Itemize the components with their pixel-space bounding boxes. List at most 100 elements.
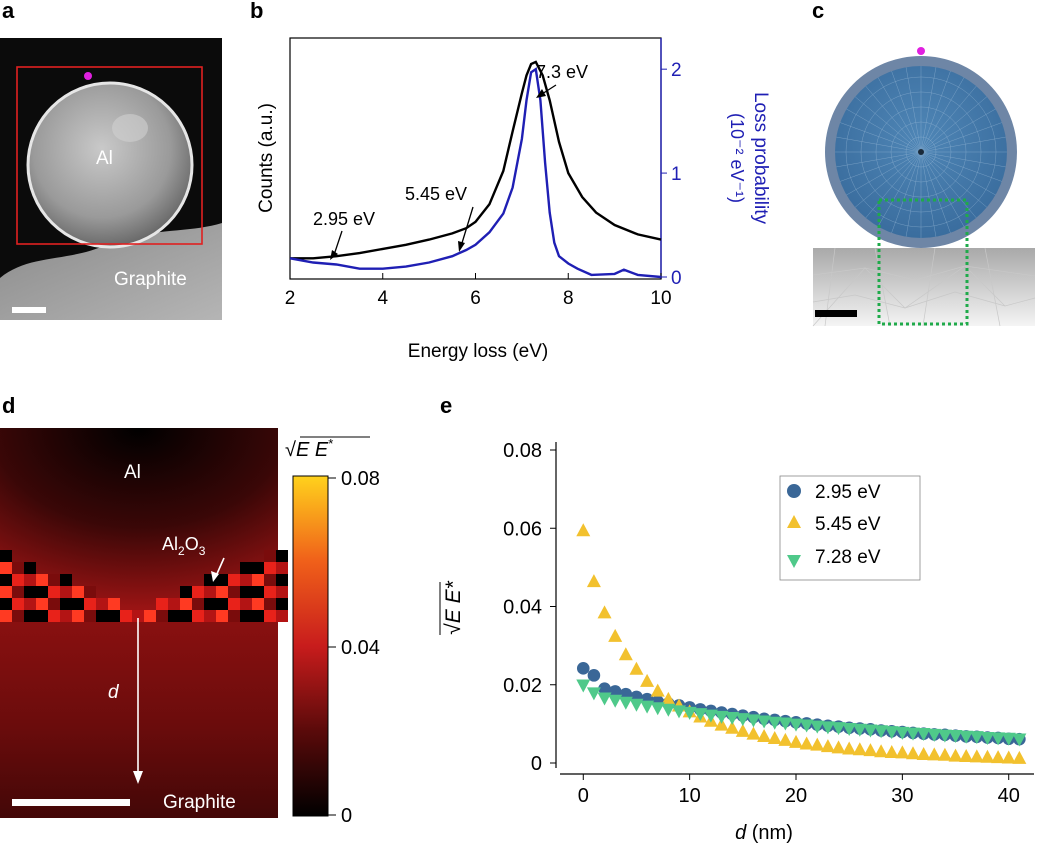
oxide-pixel xyxy=(264,562,276,574)
x-tick-label: 0 xyxy=(578,785,589,807)
colorbar-label-min: 0 xyxy=(341,805,352,827)
colorbar-label-max: 0.08 xyxy=(341,468,380,490)
mesh-spoke xyxy=(854,151,922,208)
point-7-28 xyxy=(799,719,814,733)
oxide-pixel xyxy=(204,586,216,598)
oxide-pixel xyxy=(228,610,240,622)
mesh-spoke xyxy=(891,151,922,233)
mesh-spoke xyxy=(920,67,937,153)
oxide-pixel xyxy=(0,550,12,562)
point-7-28 xyxy=(810,720,825,734)
mesh-spoke xyxy=(920,151,988,208)
point-5-45 xyxy=(650,683,665,697)
oxide-pixel xyxy=(0,598,12,610)
oxide-pixel xyxy=(192,598,204,610)
mesh-spoke xyxy=(905,67,922,153)
point-7-28 xyxy=(895,726,910,740)
point-5-45 xyxy=(746,726,761,740)
point-5-45 xyxy=(874,744,889,758)
point-7-28 xyxy=(618,696,633,710)
oxide-pixel xyxy=(96,598,108,610)
mesh-spoke xyxy=(920,108,996,153)
point-7-28 xyxy=(767,716,782,730)
oxide-pixel xyxy=(276,586,288,598)
point-2-95 xyxy=(576,662,590,675)
point-7-28 xyxy=(789,718,803,732)
oxide-pixel xyxy=(72,610,84,622)
oxide-pixel xyxy=(24,562,36,574)
point-7-28 xyxy=(735,713,750,727)
point-2-95 xyxy=(608,685,622,698)
oxide-pixel xyxy=(0,610,12,622)
oxide-pixel xyxy=(132,610,144,622)
mesh-spoke xyxy=(920,151,951,233)
mesh-ring xyxy=(860,91,982,213)
panel-label-b: b xyxy=(250,0,264,23)
graphite-mesh-lines xyxy=(812,247,1036,327)
x-tick-label: 2 xyxy=(285,288,296,309)
point-7-28 xyxy=(959,730,974,744)
sphere-mesh-lines xyxy=(835,66,1007,238)
mesh-center xyxy=(918,149,924,155)
oxide-pixel xyxy=(276,598,288,610)
legend-label-7-28: 7.28 eV xyxy=(815,547,881,568)
left-axis-title: Counts (a.u.) xyxy=(256,103,277,213)
point-5-45 xyxy=(778,732,793,746)
oxide-label: Al2O3 xyxy=(162,534,206,558)
panel-label-a: a xyxy=(2,0,15,23)
oxide-pixel xyxy=(12,598,24,610)
oxide-pixel xyxy=(252,562,264,574)
point-5-45 xyxy=(608,628,623,642)
point-7-28 xyxy=(991,732,1006,746)
point-7-28 xyxy=(650,702,665,716)
oxide-pixel xyxy=(240,562,252,574)
legend-marker-7-28 xyxy=(787,555,801,568)
oxide-pixel xyxy=(156,610,168,622)
point-5-45 xyxy=(640,673,655,687)
point-5-45 xyxy=(959,748,974,762)
point-5-45 xyxy=(810,737,825,751)
beam-position-dot xyxy=(917,47,925,55)
oxide-pixel xyxy=(36,574,48,586)
oxide-pixel xyxy=(120,610,132,622)
point-5-45 xyxy=(586,574,601,588)
scale-bar xyxy=(12,307,46,313)
x-tick-label: 40 xyxy=(998,785,1020,807)
mesh-spoke xyxy=(836,136,922,153)
colorbar-label-mid: 0.04 xyxy=(341,637,380,659)
arrowhead-7-3 xyxy=(536,89,546,98)
point-7-28 xyxy=(629,698,644,712)
oxide-pixel xyxy=(144,610,156,622)
point-7-28 xyxy=(820,721,835,735)
annotation-7-3: 7.3 eV xyxy=(536,62,588,82)
point-7-28 xyxy=(672,705,686,719)
oxide-pixel xyxy=(48,598,60,610)
oxide-pixel xyxy=(12,562,24,574)
point-5-45 xyxy=(767,730,782,744)
y-right-tick-label: 2 xyxy=(671,60,682,81)
point-7-28 xyxy=(597,692,612,706)
mesh-spoke xyxy=(877,77,922,153)
point-7-28 xyxy=(725,712,740,726)
point-7-28 xyxy=(714,710,729,724)
mesh-ring xyxy=(905,136,937,168)
point-7-28 xyxy=(703,709,718,723)
point-5-45 xyxy=(948,748,963,762)
graphite-region xyxy=(0,618,278,818)
oxide-pixel xyxy=(24,586,36,598)
mesh-spoke xyxy=(920,151,1006,168)
point-5-45 xyxy=(618,647,633,661)
point-7-28 xyxy=(640,700,655,714)
oxide-pixel xyxy=(192,586,204,598)
oxide-pixel xyxy=(0,574,12,586)
oxide-pixel xyxy=(264,574,276,586)
annotation-2-95: 2.95 eV xyxy=(313,209,375,229)
scale-bar xyxy=(815,310,857,317)
point-7-28 xyxy=(969,731,984,745)
oxide-pixel-layer xyxy=(0,550,288,622)
point-5-45 xyxy=(842,741,857,755)
oxide-pixel xyxy=(72,598,84,610)
arrow-5-45 xyxy=(461,206,474,244)
mesh-spoke xyxy=(920,151,996,196)
point-7-28 xyxy=(980,731,995,745)
